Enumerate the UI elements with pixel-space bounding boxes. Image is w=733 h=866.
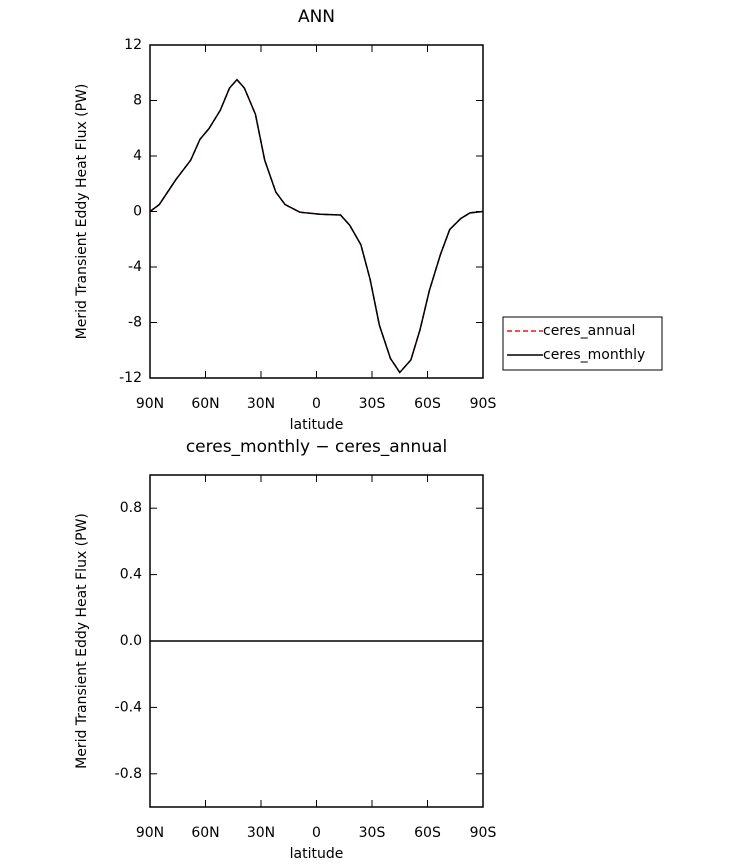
y-tick-label: -4 <box>128 259 142 275</box>
x-tick-label: 90S <box>470 825 497 841</box>
legend-box <box>502 316 663 371</box>
x-tick-label: 60N <box>191 396 219 412</box>
y-tick-label: -12 <box>119 370 142 386</box>
y-tick-label: 8 <box>133 93 142 109</box>
x-tick-label: 90N <box>136 825 164 841</box>
x-axis-label: latitude <box>290 846 344 862</box>
y-tick-label: 0 <box>133 204 142 220</box>
plot-frame <box>149 44 484 379</box>
x-tick-label: 30N <box>247 396 275 412</box>
x-tick-label: 30S <box>359 396 386 412</box>
y-tick-label: -8 <box>128 315 142 331</box>
x-tick-label: 30S <box>359 825 386 841</box>
x-tick-label: 90S <box>470 396 497 412</box>
x-tick-label: 30N <box>247 825 275 841</box>
y-tick-label: -0.8 <box>115 766 142 782</box>
x-tick-label: 60S <box>414 396 441 412</box>
y-tick-label: 12 <box>124 37 142 53</box>
series-line <box>149 78 484 374</box>
y-axis-label: Merid Transient Eddy Heat Flux (PW) <box>74 84 90 340</box>
x-tick-label: 60S <box>414 825 441 841</box>
y-tick-label: -0.4 <box>115 699 142 715</box>
chart-title: ceres_monthly − ceres_annual <box>186 437 447 457</box>
chart-title: ANN <box>298 7 335 27</box>
legend-label: ceres_annual <box>543 323 635 339</box>
y-tick-label: 4 <box>133 148 142 164</box>
x-tick-label: 60N <box>191 825 219 841</box>
y-tick-label: 0.4 <box>120 567 142 583</box>
series-line <box>149 78 484 374</box>
x-tick-label: 0 <box>312 396 321 412</box>
legend-label: ceres_monthly <box>543 347 645 363</box>
y-axis-label: Merid Transient Eddy Heat Flux (PW) <box>74 513 90 769</box>
x-tick-label: 0 <box>312 825 321 841</box>
x-tick-label: 90N <box>136 396 164 412</box>
x-axis-label: latitude <box>290 417 344 433</box>
y-tick-label: 0.0 <box>120 633 142 649</box>
y-tick-label: 0.8 <box>120 500 142 516</box>
